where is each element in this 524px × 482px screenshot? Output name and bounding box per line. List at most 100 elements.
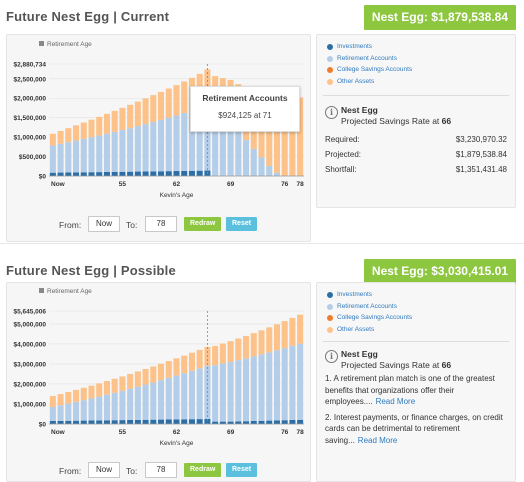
bar-other-assets	[119, 376, 126, 391]
x-tick-label: 76	[281, 181, 289, 188]
bar-retirement-accounts	[227, 121, 234, 176]
redraw-button[interactable]: Redraw	[184, 217, 222, 231]
legend-item-college-savings[interactable]: College Savings Accounts	[327, 312, 412, 324]
to-input[interactable]: 78	[145, 462, 177, 478]
bar-investments	[150, 419, 157, 424]
bar-retirement-accounts	[258, 157, 265, 176]
bar-other-assets	[297, 97, 304, 176]
y-tick-label: $2,880,734	[13, 62, 46, 69]
bar-other-assets	[57, 394, 64, 406]
bar-retirement-accounts	[134, 126, 141, 172]
read-more-link[interactable]: Read More	[375, 397, 416, 406]
reset-button[interactable]: Reset	[226, 217, 258, 231]
bar-retirement-accounts	[119, 130, 126, 172]
bar-other-assets	[80, 122, 87, 139]
bar-retirement-accounts	[250, 356, 257, 421]
legend-item-college-savings[interactable]: College Savings Accounts	[327, 64, 412, 76]
read-more-link[interactable]: Read More	[357, 435, 398, 445]
y-tick-label: $1,500,000	[13, 115, 46, 122]
legend-marker	[39, 288, 44, 293]
bar-retirement-accounts	[250, 148, 257, 176]
y-tick-label: $2,000,000	[13, 381, 46, 388]
x-tick-label: 69	[227, 429, 235, 436]
bar-other-assets	[65, 391, 72, 404]
bar-other-assets	[73, 389, 80, 402]
bar-other-assets	[266, 327, 273, 353]
from-input[interactable]: Now	[88, 216, 120, 232]
bar-investments	[196, 419, 203, 424]
bar-retirement-accounts	[227, 361, 234, 422]
y-tick-label: $5,645,006	[13, 309, 46, 316]
legend-retirement-age: Retirement Age	[47, 288, 92, 295]
y-tick-label: $1,000,000	[13, 135, 46, 142]
bar-other-assets	[173, 358, 180, 376]
redraw-button[interactable]: Redraw	[184, 463, 222, 477]
bar-investments	[80, 420, 87, 424]
bar-investments	[165, 419, 172, 424]
bar-other-assets	[88, 119, 95, 138]
bar-investments	[258, 420, 265, 424]
bar-other-assets	[134, 371, 141, 387]
legend-item-investments[interactable]: Investments	[327, 289, 412, 301]
bar-retirement-accounts	[57, 405, 64, 421]
bar-other-assets	[181, 81, 188, 113]
bar-investments	[49, 172, 56, 176]
bar-investments	[103, 171, 110, 176]
legend-item-other-assets[interactable]: Other Assets	[327, 324, 412, 336]
section-divider	[0, 243, 524, 244]
bar-investments	[73, 172, 80, 176]
bar-retirement-accounts	[73, 140, 80, 173]
legend-item-other-assets[interactable]: Other Assets	[327, 76, 412, 88]
legend-dot-icon	[327, 326, 333, 333]
legend-dot-icon	[327, 44, 333, 50]
to-input[interactable]: 78	[145, 216, 177, 232]
from-input[interactable]: Now	[88, 462, 120, 478]
bar-retirement-accounts	[243, 358, 250, 422]
reset-button[interactable]: Reset	[226, 463, 258, 477]
bar-investments	[281, 420, 288, 424]
nest-egg-chart: Retirement Age $0 $1,000,000 $2,000,000 $3,0…	[6, 282, 311, 482]
y-tick-label: $5,000,000	[13, 321, 46, 328]
bar-investments	[142, 171, 149, 176]
legend-item-retirement-accounts[interactable]: Retirement Accounts	[327, 53, 412, 65]
bar-retirement-accounts	[165, 117, 172, 172]
bar-retirement-accounts	[150, 121, 157, 172]
bar-other-assets	[111, 378, 118, 393]
nest-egg-total-badge: Nest Egg: $3,030,415.01	[363, 259, 516, 284]
bar-investments	[65, 420, 72, 424]
bar-investments	[181, 170, 188, 176]
bar-investments	[134, 171, 141, 176]
bar-other-assets	[196, 349, 203, 369]
stacked-bar-chart: Retirement Age $0 $500,000 $1,000,000 $1,500…	[13, 41, 304, 199]
bar-other-assets	[96, 383, 103, 397]
bar-retirement-accounts	[111, 392, 118, 421]
bar-investments	[127, 171, 134, 176]
y-tick-label: $4,000,000	[13, 341, 46, 348]
legend-dot-icon	[327, 292, 333, 298]
legend-item-retirement-accounts[interactable]: Retirement Accounts	[327, 301, 412, 313]
bar-other-assets	[142, 368, 149, 385]
bar-investments	[188, 170, 195, 176]
bar-investments	[235, 421, 242, 424]
to-label: To:	[126, 220, 138, 230]
from-label: From:	[59, 220, 82, 230]
bar-other-assets	[273, 324, 280, 351]
bar-retirement-accounts	[165, 377, 172, 420]
bar-retirement-accounts	[96, 396, 103, 421]
bar-investments	[181, 419, 188, 424]
summary-subtitle: Projected Savings Rate at 66	[341, 360, 452, 370]
x-tick-label: 55	[119, 429, 127, 436]
savings-tips: 1. A retirement plan match is one of the…	[325, 373, 507, 450]
bar-other-assets	[273, 102, 280, 173]
range-controls: From: Now To: 78 Redraw Reset	[6, 462, 309, 482]
bar-retirement-accounts	[235, 360, 242, 422]
bar-other-assets	[150, 95, 157, 122]
x-tick-label: Now	[51, 181, 66, 188]
chart-tooltip: Retirement Accounts $924,125 at 71	[190, 86, 300, 132]
bar-retirement-accounts	[158, 119, 165, 172]
bar-retirement-accounts	[212, 365, 219, 422]
bar-investments	[188, 419, 195, 424]
y-tick-label: $2,500,000	[13, 76, 46, 83]
legend-item-investments[interactable]: Investments	[327, 41, 412, 53]
bar-investments	[219, 421, 226, 424]
